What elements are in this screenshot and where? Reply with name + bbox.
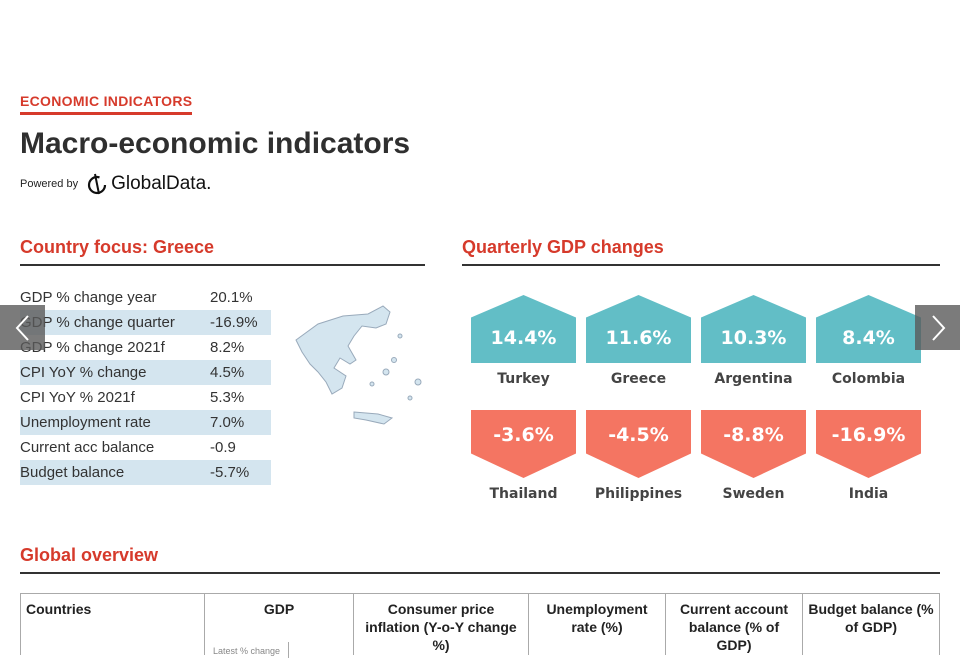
indicator-label: CPI YoY % 2021f — [20, 389, 135, 406]
page-title: Macro-economic indicators — [20, 127, 411, 160]
globaldata-logo[interactable]: GlobalData. — [86, 172, 211, 196]
change-value: 10.3% — [720, 327, 787, 349]
country-name: Colombia — [831, 371, 906, 387]
brand-name: GlobalData. — [111, 173, 212, 194]
indicator-value: -5.7% — [210, 464, 250, 481]
indicator-label: Unemployment rate — [20, 414, 151, 431]
column-header-unemployment[interactable]: Unemployment rate (%) — [529, 594, 666, 655]
indicator-label: Current acc balance — [20, 439, 155, 456]
global-overview-table: Countries GDP Latest % change Consumer pr… — [20, 593, 940, 658]
gdp-tile: 8.4% Colombia — [816, 295, 921, 387]
change-value: -4.5% — [608, 424, 669, 446]
change-value: -8.8% — [723, 424, 784, 446]
indicator-row: GDP % change year 20.1% — [20, 285, 271, 310]
country-name: Turkey — [497, 371, 550, 387]
gdp-tile: -3.6% Thailand — [471, 410, 576, 502]
indicator-label: Budget balance — [20, 464, 125, 481]
negative-change-badge: -3.6% — [471, 410, 576, 478]
indicator-row: CPI YoY % 2021f 5.3% — [20, 385, 271, 410]
indicator-label: GDP % change year — [20, 289, 157, 306]
indicator-row: GDP % change 2021f 8.2% — [20, 335, 271, 360]
country-name: India — [848, 486, 889, 502]
indicator-value: -16.9% — [210, 314, 258, 331]
indicator-row: Unemployment rate 7.0% — [20, 410, 271, 435]
chevron-left-icon — [15, 314, 29, 341]
gdp-tile: 11.6% Greece — [586, 295, 691, 387]
positive-change-badge: 8.4% — [816, 295, 921, 363]
indicator-row: Budget balance -5.7% — [20, 460, 271, 485]
powered-by: Powered by GlobalData. — [20, 172, 211, 196]
chevron-right-icon — [931, 314, 945, 341]
positive-change-badge: 14.4% — [471, 295, 576, 363]
indicator-label: GDP % change 2021f — [20, 339, 165, 356]
gdp-label: GDP — [263, 601, 295, 617]
gdp-tile: -4.5% Philippines — [586, 410, 691, 502]
change-value: 14.4% — [490, 327, 557, 349]
gdp-tile: -16.9% India — [816, 410, 921, 502]
powered-by-label: Powered by — [20, 178, 79, 190]
globaldata-logo-icon — [87, 173, 107, 195]
indicator-value: -0.9 — [210, 439, 236, 456]
indicator-value: 20.1% — [210, 289, 253, 306]
column-header-gdp[interactable]: GDP Latest % change — [205, 594, 354, 658]
negative-change-badge: -4.5% — [586, 410, 691, 478]
positive-change-badge: 11.6% — [586, 295, 691, 363]
indicator-label: GDP % change quarter — [20, 314, 175, 331]
indicator-row: GDP % change quarter -16.9% — [20, 310, 271, 335]
column-header-current-account[interactable]: Current account balance (% of GDP) — [666, 594, 803, 655]
indicator-row: Current acc balance -0.9 — [20, 435, 271, 460]
column-header-budget-balance[interactable]: Budget balance (% of GDP) — [808, 601, 934, 635]
change-value: -3.6% — [493, 424, 554, 446]
gdp-tile: -8.8% Sweden — [701, 410, 806, 502]
country-name: Thailand — [489, 486, 558, 502]
greece-map — [295, 305, 422, 425]
change-value: 11.6% — [605, 327, 672, 349]
negative-change-badge: -8.8% — [701, 410, 806, 478]
indicator-value: 4.5% — [210, 364, 245, 381]
country-focus-heading: Country focus: Greece — [20, 237, 425, 266]
indicator-label: CPI YoY % change — [20, 364, 147, 381]
change-value: 8.4% — [842, 327, 895, 349]
negative-change-badge: -16.9% — [816, 410, 921, 478]
indicator-value: 8.2% — [210, 339, 245, 356]
gdp-subheader: Latest % change — [213, 642, 290, 658]
next-arrow-button[interactable] — [915, 305, 960, 350]
country-name: Philippines — [594, 486, 683, 502]
indicator-value: 7.0% — [210, 414, 245, 431]
quarterly-gdp-heading: Quarterly GDP changes — [462, 237, 940, 266]
change-value: -16.9% — [831, 424, 906, 446]
country-name: Argentina — [714, 371, 793, 387]
gdp-tile: 10.3% Argentina — [701, 295, 806, 387]
prev-arrow-button[interactable] — [0, 305, 45, 350]
indicator-value: 5.3% — [210, 389, 245, 406]
indicator-row: CPI YoY % change 4.5% — [20, 360, 271, 385]
global-overview-heading: Global overview — [20, 545, 940, 574]
positive-change-badge: 10.3% — [701, 295, 806, 363]
column-header-countries[interactable]: Countries — [21, 594, 205, 655]
country-name: Sweden — [722, 486, 785, 502]
section-kicker: ECONOMIC INDICATORS — [20, 93, 193, 115]
country-name: Greece — [610, 371, 667, 387]
column-header-cpi[interactable]: Consumer price inflation (Y-o-Y change %… — [354, 594, 529, 655]
country-focus-table: GDP % change year 20.1% GDP % change quart… — [20, 285, 271, 485]
gdp-tile: 14.4% Turkey — [471, 295, 576, 387]
